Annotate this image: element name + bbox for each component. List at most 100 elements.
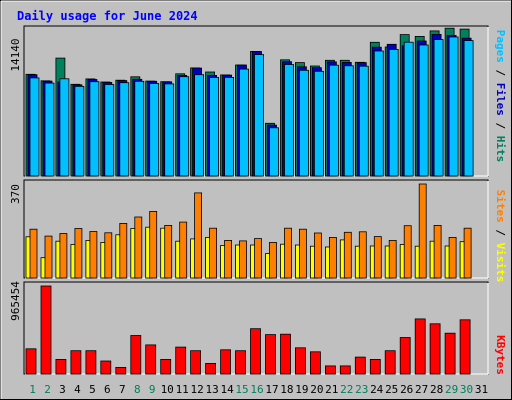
bar-pages-day-15	[239, 68, 249, 177]
bar-sites-day-24	[373, 236, 382, 279]
bar-sites-day-29	[448, 236, 457, 279]
bar-kbytes-day-16	[250, 328, 261, 375]
day-label: 19	[295, 383, 308, 396]
bar-pages-day-28	[433, 39, 444, 177]
bar-pages-day-9	[149, 83, 160, 177]
day-label: 3	[59, 383, 66, 396]
bar-sites-day-21	[328, 236, 337, 279]
bar-kbytes-day-3	[55, 358, 67, 375]
bar-kbytes-day-17	[265, 334, 276, 375]
bar-kbytes-day-4	[70, 350, 82, 375]
kbytes-panel-legend: KBytes	[494, 335, 507, 375]
bar-kbytes-day-28	[429, 323, 441, 375]
bar-kbytes-day-21	[324, 365, 336, 375]
bar-pages-day-21	[328, 64, 339, 177]
bar-kbytes-day-1	[25, 348, 37, 375]
bar-kbytes-day-26	[399, 337, 411, 375]
bar-sites-day-2	[44, 235, 53, 279]
day-label: 1	[29, 383, 36, 396]
day-label: 8	[134, 383, 141, 396]
bar-sites-day-22	[343, 231, 352, 279]
bar-kbytes-day-10	[160, 358, 172, 375]
bar-pages-day-20	[313, 70, 324, 177]
bar-sites-day-1	[29, 228, 38, 279]
bar-pages-day-14	[224, 77, 235, 177]
visits-panel-legend: Sites / Visits	[494, 190, 507, 283]
bar-sites-day-3	[59, 233, 68, 279]
bar-kbytes-day-18	[280, 333, 291, 375]
day-label: 18	[280, 383, 293, 396]
bar-pages-day-22	[343, 65, 354, 177]
day-label: 7	[119, 383, 126, 396]
bar-sites-day-30	[463, 227, 472, 279]
bar-sites-day-25	[388, 239, 397, 279]
bar-sites-day-5	[89, 231, 98, 279]
bar-kbytes-day-25	[384, 350, 396, 375]
bar-sites-day-26	[403, 225, 412, 279]
day-label: 4	[74, 383, 81, 396]
day-label: 5	[89, 383, 96, 396]
bar-pages-day-26	[403, 41, 414, 177]
bar-pages-day-1	[29, 77, 40, 177]
day-label: 9	[149, 383, 156, 396]
bar-kbytes-day-22	[339, 365, 351, 375]
bar-pages-day-29	[448, 36, 459, 177]
legend-hits: Hits	[494, 136, 507, 163]
bar-sites-day-16	[254, 238, 262, 279]
day-label: 28	[430, 383, 443, 396]
day-label: 22	[340, 383, 353, 396]
bar-kbytes-day-24	[369, 358, 381, 375]
visits-ymax-label: 370	[9, 184, 22, 204]
hits-panel-legend: Pages / Files / Hits	[494, 30, 507, 163]
bar-kbytes-day-8	[130, 335, 142, 375]
day-label: 2	[44, 383, 51, 396]
bar-sites-day-18	[284, 227, 292, 279]
bar-kbytes-day-20	[309, 351, 321, 375]
bar-sites-day-11	[179, 221, 188, 279]
bar-kbytes-day-30	[459, 319, 471, 375]
bar-sites-day-9	[149, 210, 158, 279]
bar-pages-day-17	[269, 127, 279, 177]
day-label: 16	[250, 383, 263, 396]
bar-kbytes-day-19	[294, 347, 306, 375]
bar-pages-day-12	[194, 74, 205, 177]
day-label: 27	[415, 383, 428, 396]
bar-pages-day-11	[179, 76, 190, 177]
bar-sites-day-8	[134, 216, 143, 279]
bar-pages-day-10	[164, 83, 175, 177]
bar-sites-day-19	[298, 228, 307, 279]
day-label: 29	[445, 383, 458, 396]
bar-pages-day-2	[44, 82, 55, 177]
bar-sites-day-27	[418, 183, 427, 279]
bar-kbytes-day-6	[100, 360, 112, 375]
bar-pages-day-13	[209, 77, 220, 177]
bar-pages-day-18	[284, 64, 294, 177]
bar-kbytes-day-5	[85, 350, 97, 375]
day-label: 20	[310, 383, 323, 396]
bar-pages-day-6	[104, 84, 115, 177]
chart-title: Daily usage for June 2024	[17, 9, 198, 23]
day-label: 31	[475, 383, 488, 396]
bar-pages-day-30	[463, 40, 474, 177]
legend-files: Files	[494, 83, 507, 116]
bar-pages-day-24	[373, 50, 384, 177]
bar-sites-day-12	[194, 192, 203, 279]
x-axis-day-labels: 1 2 3 4 5 6 7 8 9 10 11 12 13 14 15 16 17 18 19 20 21 22 23 24 2…	[29, 383, 488, 396]
legend-sites: Sites	[494, 190, 507, 223]
bar-kbytes-day-9	[145, 344, 157, 375]
day-label: 17	[265, 383, 278, 396]
bar-kbytes-day-29	[444, 332, 456, 375]
bar-kbytes-day-11	[175, 346, 187, 375]
bar-pages-day-7	[119, 82, 130, 177]
bar-kbytes-day-7	[115, 366, 127, 375]
bar-sites-day-4	[74, 228, 83, 279]
day-label: 25	[385, 383, 398, 396]
bar-kbytes-day-23	[354, 356, 366, 375]
bar-sites-day-6	[104, 232, 113, 279]
day-label: 26	[400, 383, 413, 396]
bar-pages-day-19	[298, 69, 309, 177]
day-label: 21	[325, 383, 338, 396]
day-label: 10	[161, 383, 174, 396]
day-label: 24	[370, 383, 384, 396]
